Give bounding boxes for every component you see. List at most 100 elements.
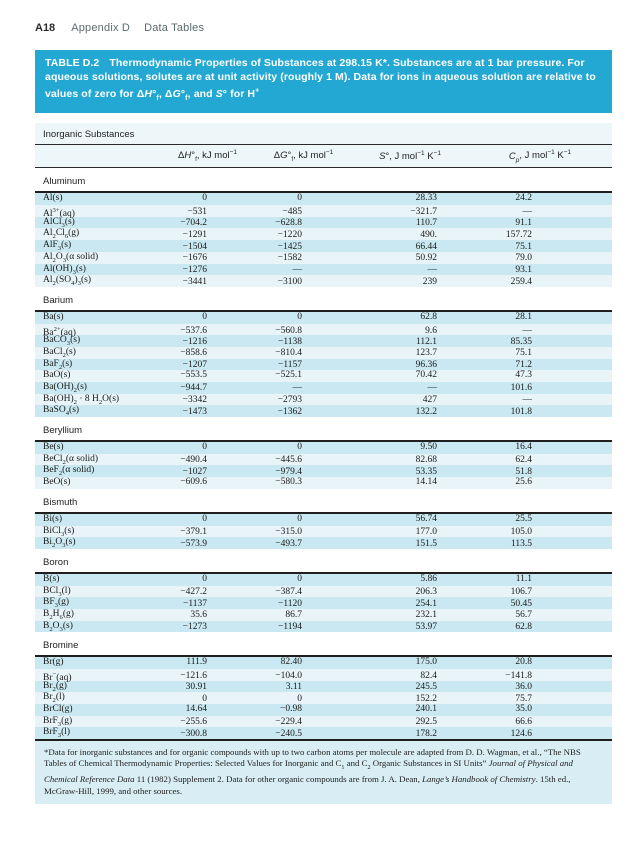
substance-cell: Ba2+(aq): [43, 325, 76, 338]
dH-cell: −573.9: [180, 538, 207, 549]
table-row: AlF3(s) −1504 −1425 66.44 75.1: [35, 240, 612, 252]
table-row: BeO(s) −609.6 −580.3 14.14 25.6: [35, 477, 612, 489]
table-row: BF3(g) −1137 −1120 254.1 50.45: [35, 597, 612, 609]
section-label: Aluminum: [35, 168, 612, 192]
dG-cell: −104.0: [275, 671, 302, 682]
Cp-cell: 124.6: [510, 728, 532, 739]
dG-cell: −2793: [277, 395, 302, 406]
S-cell: 123.7: [415, 348, 437, 359]
table-row: AlCl3(s) −704.2 −628.8 110.7 91.1: [35, 216, 612, 229]
table-row: BrF3(l) −300.8 −240.5 178.2 124.6: [35, 727, 612, 739]
dG-cell: −240.5: [275, 728, 302, 739]
table-row: Be(s) 0 0 9.50 16.4: [35, 442, 612, 454]
S-cell: 232.1: [415, 610, 437, 621]
table-row: Al(s) 0 0 28.33 24.2: [35, 193, 612, 206]
dG-cell: −979.4: [275, 466, 302, 477]
substance-cell: BrCl(g): [43, 704, 73, 715]
substance-cell: Br−(aq): [43, 671, 72, 684]
substances-table-body: Aluminum Al(s) 0 0 28.33 24.2 Al3+(aq) −531 −485…: [35, 168, 612, 739]
table-footnote: *Data for inorganic substances and for o…: [35, 739, 612, 805]
dG-cell: −387.4: [275, 587, 302, 597]
dG-cell: −493.7: [275, 538, 302, 549]
S-cell: 152.2: [415, 693, 437, 704]
Cp-cell: 28.1: [515, 311, 532, 322]
dH-cell: −300.8: [180, 728, 207, 739]
S-cell: 9.6: [425, 325, 437, 336]
substance-cell: BeO(s): [43, 477, 71, 488]
Cp-cell: 113.5: [510, 538, 532, 549]
Cp-cell: 51.8: [515, 466, 532, 477]
table-row: BaF2(s) −1207 −1157 96.36 71.2: [35, 358, 612, 371]
dH-cell: 0: [202, 311, 207, 322]
dH-cell: −609.6: [180, 477, 207, 488]
dG-cell: −1157: [277, 360, 302, 371]
table-row: BaSO4(s) −1473 −1362 132.2 101.8: [35, 405, 612, 417]
table-row: Al3+(aq) −531 −485 −321.7 —: [35, 205, 612, 219]
Cp-cell: 36.0: [515, 682, 532, 693]
dG-cell: −1138: [277, 336, 302, 347]
substance-cell: BaO(s): [43, 370, 71, 381]
S-cell: −321.7: [410, 207, 437, 218]
page: A18 Appendix D Data Tables TABLE D.2 Ther…: [35, 22, 612, 805]
dH-cell: −1291: [182, 229, 207, 240]
dH-cell: −944.7: [180, 383, 207, 394]
Cp-cell: 101.8: [510, 406, 532, 417]
Cp-cell: 75.7: [515, 693, 532, 704]
substance-cell: BaCl2(s): [43, 346, 76, 359]
table-row: Ba(OH)2(s) −944.7 — — 101.6: [35, 382, 612, 394]
substance-cell: Al2(SO4)3(s): [43, 275, 91, 288]
Cp-cell: 35.0: [515, 704, 532, 715]
S-cell: 245.5: [415, 682, 437, 693]
section-rule: [35, 309, 612, 312]
dG-cell: −1582: [277, 253, 302, 264]
dG-cell: 0: [297, 513, 302, 524]
S-cell: 240.1: [415, 704, 437, 715]
column-header-dH: ΔH°f, kJ mol−1: [178, 149, 237, 164]
S-cell: 132.2: [415, 406, 437, 417]
substance-cell: BCl3(l): [43, 585, 71, 598]
substance-cell: BeCl2(α solid): [43, 453, 99, 466]
substance-cell: BF3(g): [43, 597, 70, 610]
table-row: Br−(aq) −121.6 −104.0 82.4 −141.8: [35, 669, 612, 683]
column-header-dG: ΔG°f, kJ mol−1: [273, 149, 334, 164]
dG-cell: —: [292, 264, 303, 275]
dH-cell: −1137: [182, 598, 207, 609]
Cp-cell: 66.6: [515, 717, 532, 728]
dH-cell: 14.64: [185, 704, 207, 715]
Cp-cell: 75.1: [515, 348, 532, 359]
S-cell: 70.42: [415, 370, 437, 381]
substance-cell: Al2Cl6(g): [43, 228, 80, 241]
Cp-cell: 101.6: [510, 383, 532, 394]
table-title-banner: TABLE D.2 Thermodynamic Properties of Sub…: [35, 50, 612, 114]
section-rule: [35, 440, 612, 443]
table-row: BCl3(l) −427.2 −387.4 206.3 106.7: [35, 585, 612, 598]
S-cell: 9.50: [420, 442, 437, 453]
substance-cell: Br2(l): [43, 692, 65, 705]
table-title-text: Thermodynamic Properties of Substances a…: [45, 57, 596, 102]
table-row: B2H6(g) 35.6 86.7 232.1 56.7: [35, 608, 612, 621]
table-row: Br2(g) 30.91 3.11 245.5 36.0: [35, 680, 612, 693]
table-row: Ba2+(aq) −537.6 −560.8 9.6 —: [35, 323, 612, 338]
dG-cell: —: [292, 383, 303, 394]
table-row: Br(g) 111.9 82.40 175.0 20.8: [35, 657, 612, 669]
dH-cell: −1676: [182, 253, 207, 264]
Cp-cell: 24.2: [515, 193, 532, 204]
Cp-cell: 91.1: [515, 218, 532, 229]
dH-cell: −1216: [182, 336, 207, 347]
dG-cell: −1120: [277, 598, 302, 609]
dH-cell: 0: [202, 513, 207, 524]
dH-cell: −121.6: [180, 671, 207, 682]
table-row: B2O3(s) −1273 −1194 53.97 62.8: [35, 620, 612, 633]
S-cell: 151.5: [415, 538, 437, 549]
dG-cell: 86.7: [285, 610, 302, 621]
table-row: Ba(s) 0 0 62.8 28.1: [35, 311, 612, 324]
dG-cell: −229.4: [275, 717, 302, 728]
dH-cell: −1276: [182, 264, 207, 275]
dH-cell: −3441: [182, 276, 207, 287]
dG-cell: −1425: [277, 241, 302, 252]
dG-cell: −580.3: [275, 477, 302, 488]
dH-cell: −537.6: [180, 325, 207, 336]
dH-cell: −553.5: [180, 370, 207, 381]
S-cell: 56.74: [415, 513, 437, 524]
table-number-label: TABLE D.2: [45, 57, 100, 69]
